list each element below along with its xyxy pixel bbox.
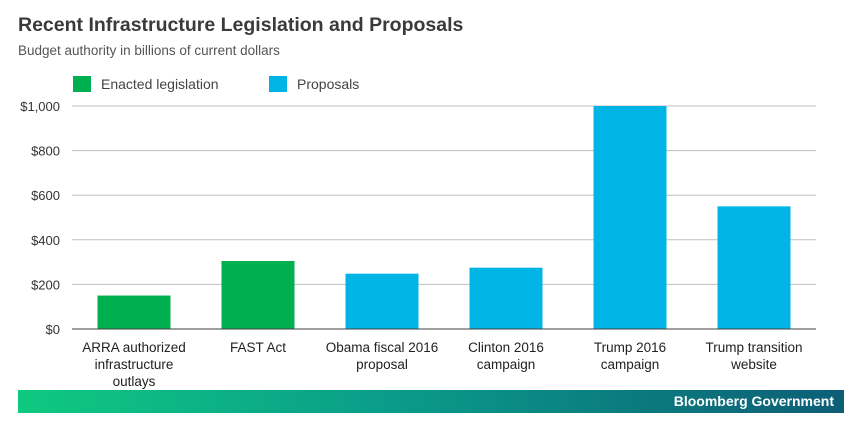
- x-tick-label: FAST Act: [230, 340, 286, 355]
- y-tick-label: $800: [31, 144, 60, 159]
- y-tick-label: $200: [31, 277, 60, 292]
- legend-swatch-proposals: [269, 76, 287, 92]
- bar: [221, 260, 295, 329]
- y-tick-label: $600: [31, 188, 60, 203]
- x-tick-label: Trump 2016 campaign: [594, 340, 666, 372]
- y-tick-label: $1,000: [20, 99, 60, 114]
- legend-swatch-enacted: [73, 76, 91, 92]
- x-tick-label: Clinton 2016 campaign: [468, 340, 544, 372]
- y-tick-label: $0: [46, 322, 60, 337]
- footer-bar: Bloomberg Government: [18, 390, 844, 413]
- legend-item-proposals: Proposals: [269, 76, 359, 92]
- x-tick-label: Trump transition website: [705, 340, 802, 372]
- bar: [97, 295, 171, 329]
- bar: [717, 206, 791, 329]
- chart-title: Recent Infrastructure Legislation and Pr…: [18, 14, 464, 36]
- legend-item-enacted: Enacted legislation: [73, 76, 219, 92]
- bar: [593, 106, 667, 329]
- bar: [469, 267, 543, 329]
- legend-label-proposals: Proposals: [297, 76, 360, 92]
- x-tick-label: ARRA authorized infrastructure outlays: [82, 340, 186, 389]
- legend-label-enacted: Enacted legislation: [101, 76, 219, 92]
- y-tick-label: $400: [31, 233, 60, 248]
- chart-subtitle: Budget authority in billions of current …: [18, 43, 280, 58]
- x-tick-label: Obama fiscal 2016 proposal: [326, 340, 439, 372]
- bar: [345, 273, 419, 329]
- footer-brand: Bloomberg Government: [673, 393, 834, 409]
